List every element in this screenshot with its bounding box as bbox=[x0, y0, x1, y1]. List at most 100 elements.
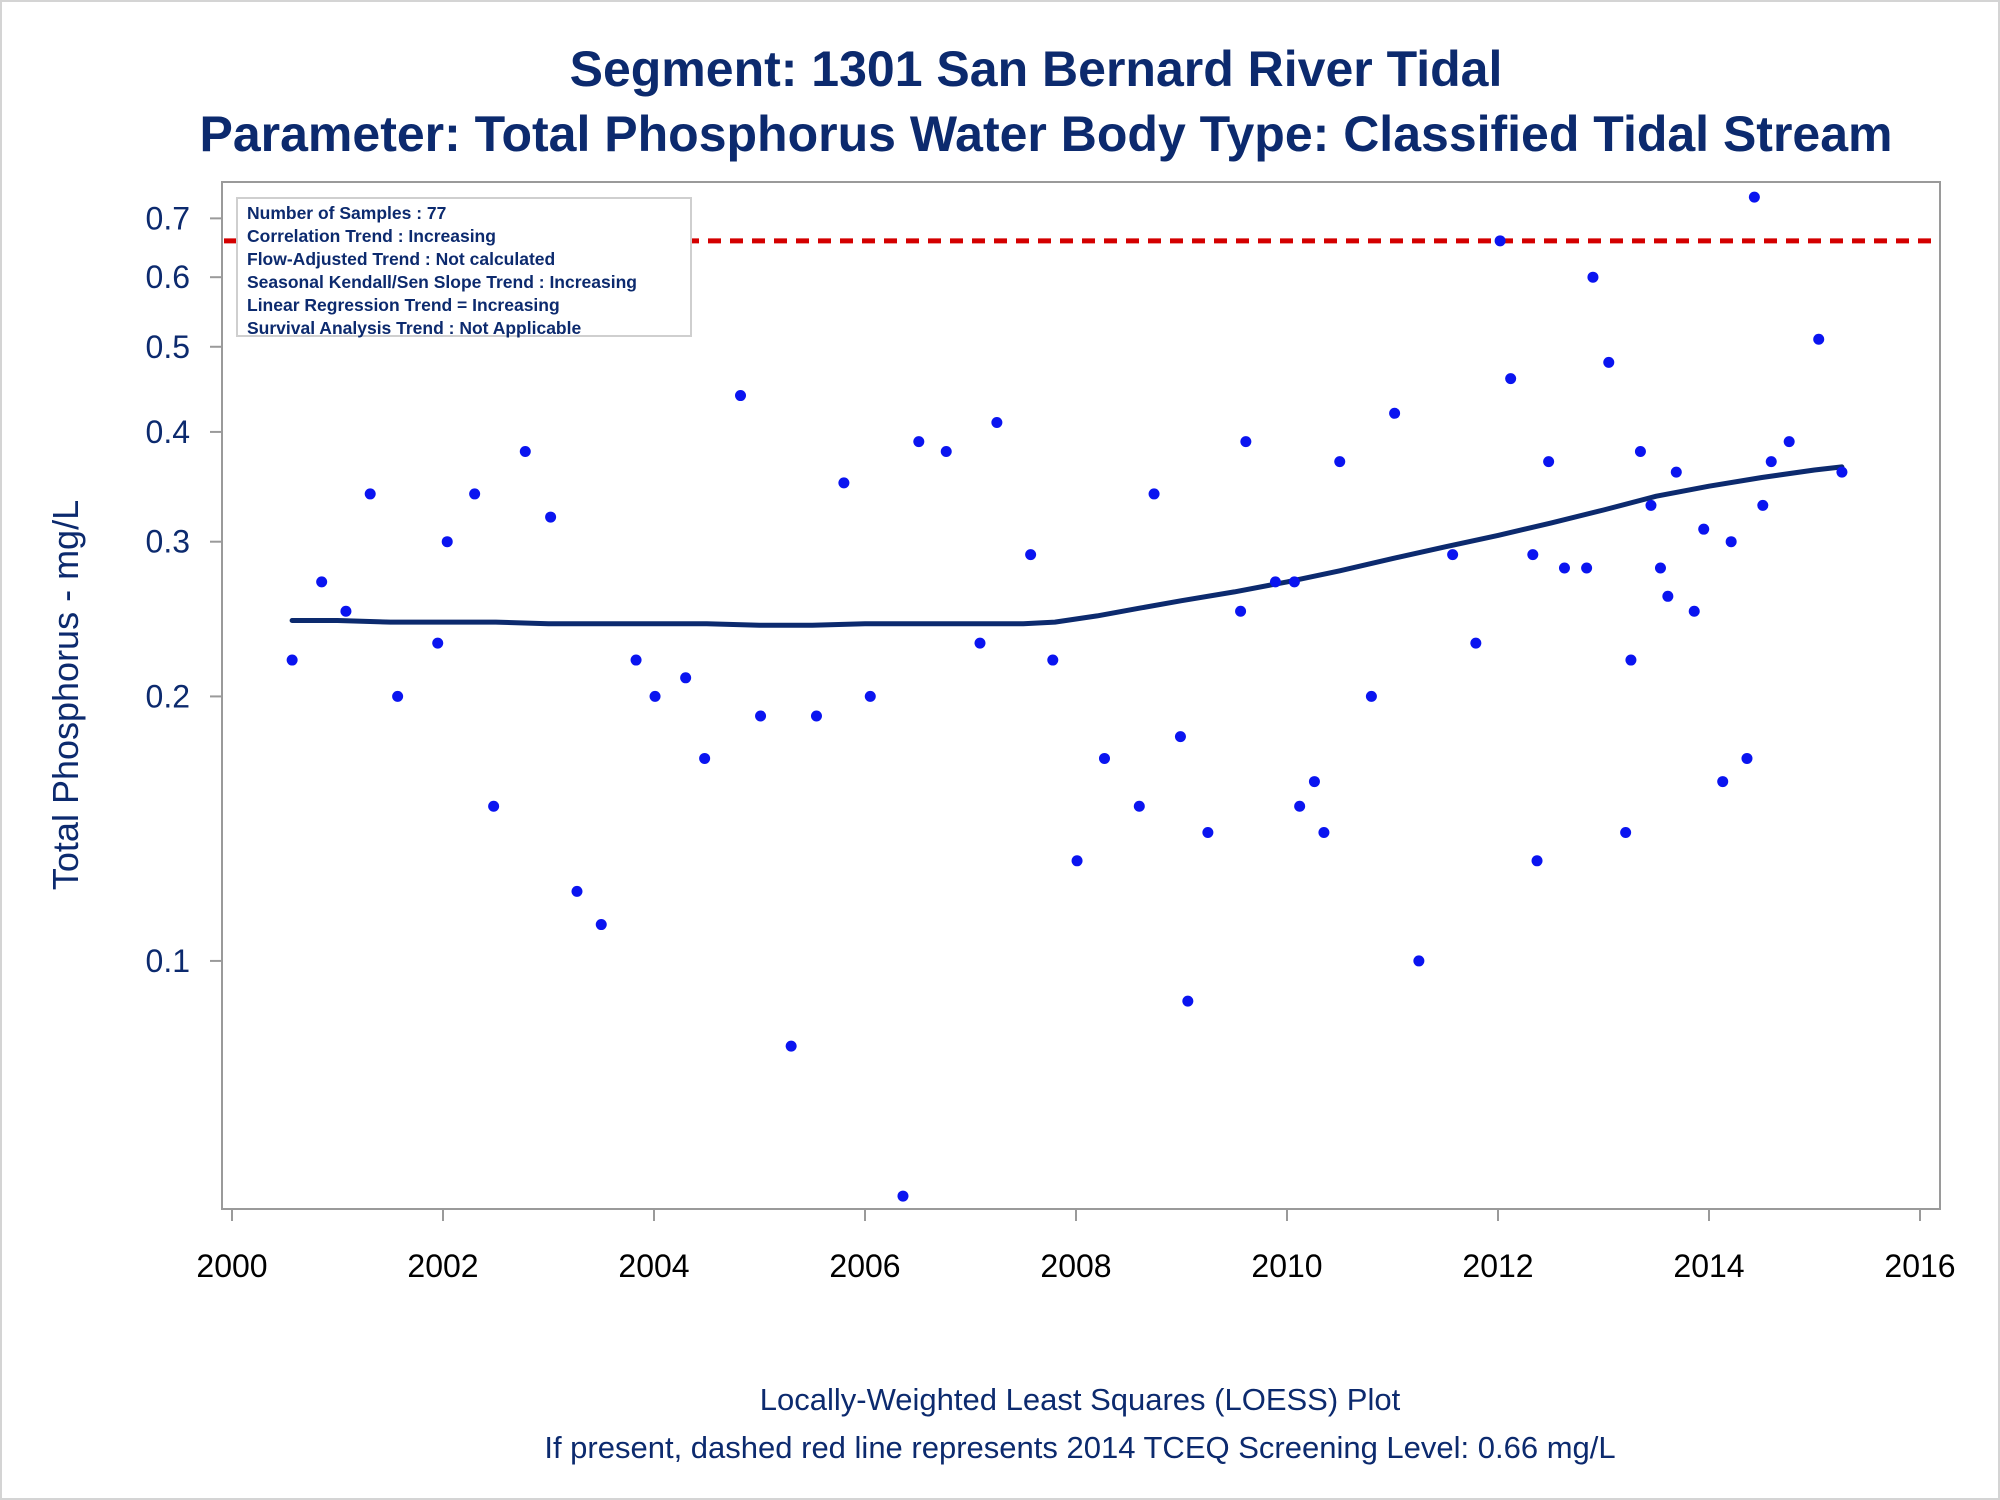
x-axis: 2000 2002 2004 2006 2008 2010 2012 2014 2016 bbox=[196, 1209, 1956, 1284]
data-point bbox=[1389, 407, 1401, 419]
data-point bbox=[1725, 536, 1737, 548]
data-point bbox=[571, 885, 583, 897]
data-point bbox=[649, 690, 661, 702]
data-point bbox=[1670, 466, 1682, 478]
data-point bbox=[1757, 499, 1769, 511]
data-point bbox=[1717, 776, 1729, 788]
data-point bbox=[364, 488, 376, 500]
data-point bbox=[974, 637, 986, 649]
data-point bbox=[991, 416, 1003, 428]
data-point bbox=[1148, 488, 1160, 500]
data-point bbox=[1581, 562, 1593, 574]
x-tick-label: 2002 bbox=[407, 1248, 478, 1284]
data-point bbox=[1494, 235, 1506, 247]
data-point bbox=[1505, 373, 1517, 385]
x-tick-label: 2008 bbox=[1040, 1248, 1111, 1284]
data-point bbox=[1470, 637, 1482, 649]
data-point bbox=[1294, 800, 1306, 812]
y-tick-label: 0.3 bbox=[146, 524, 190, 560]
data-point bbox=[735, 390, 747, 402]
data-point bbox=[1688, 605, 1700, 617]
y-axis: 0.1 0.2 0.3 0.4 0.5 0.6 0.7 bbox=[146, 200, 222, 979]
data-point bbox=[1133, 800, 1145, 812]
data-point bbox=[1748, 191, 1760, 203]
data-point bbox=[1531, 855, 1543, 867]
data-point bbox=[316, 576, 328, 588]
data-point bbox=[1620, 827, 1632, 839]
info-correlation-trend: Correlation Trend : Increasing bbox=[247, 226, 496, 246]
data-point bbox=[810, 710, 822, 722]
y-tick-label: 0.2 bbox=[146, 678, 190, 714]
data-point bbox=[838, 477, 850, 489]
data-point bbox=[755, 710, 767, 722]
data-point bbox=[286, 654, 298, 666]
y-axis-label: Total Phosphorus - mg/L bbox=[45, 500, 86, 890]
data-point bbox=[1813, 333, 1825, 345]
data-point bbox=[1765, 456, 1777, 468]
data-point bbox=[699, 752, 711, 764]
points-layer bbox=[286, 191, 1848, 1202]
data-point bbox=[1543, 456, 1555, 468]
data-point bbox=[545, 511, 557, 523]
data-point bbox=[1318, 827, 1330, 839]
data-point bbox=[1783, 436, 1795, 448]
data-point bbox=[432, 637, 444, 649]
data-point bbox=[864, 690, 876, 702]
data-point bbox=[1662, 590, 1674, 602]
data-point bbox=[519, 445, 531, 457]
loess-layer bbox=[289, 464, 1845, 628]
data-point bbox=[785, 1040, 797, 1052]
data-point bbox=[488, 800, 500, 812]
data-point bbox=[1558, 562, 1570, 574]
data-point bbox=[441, 536, 453, 548]
data-point bbox=[630, 654, 642, 666]
footnote-screening: If present, dashed red line represents 2… bbox=[544, 1430, 1616, 1465]
info-samples: Number of Samples : 77 bbox=[247, 203, 447, 223]
data-point bbox=[1645, 499, 1657, 511]
data-point bbox=[1182, 995, 1194, 1007]
data-point bbox=[1288, 576, 1300, 588]
info-seasonal-kendall-trend: Seasonal Kendall/Sen Slope Trend : Incre… bbox=[247, 272, 637, 292]
x-tick-label: 2012 bbox=[1462, 1248, 1533, 1284]
data-point bbox=[940, 445, 952, 457]
data-point bbox=[1047, 654, 1059, 666]
data-point bbox=[1698, 523, 1710, 535]
data-point bbox=[1025, 549, 1037, 561]
data-point bbox=[1098, 752, 1110, 764]
data-point bbox=[913, 436, 925, 448]
data-point bbox=[1654, 562, 1666, 574]
y-tick-label: 0.4 bbox=[146, 414, 190, 450]
data-point bbox=[340, 605, 352, 617]
data-point bbox=[680, 672, 692, 684]
data-point bbox=[1587, 271, 1599, 283]
data-point bbox=[1202, 827, 1214, 839]
data-point bbox=[1527, 549, 1539, 561]
info-linear-regression-trend: Linear Regression Trend = Increasing bbox=[247, 295, 560, 315]
data-point bbox=[1269, 576, 1281, 588]
x-tick-label: 2010 bbox=[1251, 1248, 1322, 1284]
info-flow-adjusted-trend: Flow-Adjusted Trend : Not calculated bbox=[247, 249, 556, 269]
y-tick-label: 0.6 bbox=[146, 259, 190, 295]
x-tick-label: 2004 bbox=[618, 1248, 689, 1284]
data-point bbox=[1634, 445, 1646, 457]
data-point bbox=[1235, 605, 1247, 617]
info-survival-analysis-trend: Survival Analysis Trend : Not Applicable bbox=[247, 318, 582, 338]
x-tick-label: 2016 bbox=[1884, 1248, 1955, 1284]
chart-title: Segment: 1301 San Bernard River Tidal bbox=[569, 41, 1503, 97]
loess-line bbox=[289, 464, 1845, 628]
footnote-loess: Locally-Weighted Least Squares (LOESS) P… bbox=[759, 1382, 1401, 1417]
data-point bbox=[1308, 776, 1320, 788]
data-point bbox=[392, 690, 404, 702]
data-point bbox=[897, 1190, 909, 1202]
data-point bbox=[1240, 436, 1252, 448]
y-tick-label: 0.7 bbox=[146, 200, 190, 236]
data-point bbox=[1174, 731, 1186, 743]
data-point bbox=[1413, 955, 1425, 967]
x-tick-label: 2006 bbox=[829, 1248, 900, 1284]
y-tick-label: 0.5 bbox=[146, 329, 190, 365]
data-point bbox=[1625, 654, 1637, 666]
data-point bbox=[1071, 855, 1083, 867]
data-point bbox=[595, 919, 607, 931]
chart-subtitle: Parameter: Total Phosphorus Water Body T… bbox=[199, 106, 1893, 162]
